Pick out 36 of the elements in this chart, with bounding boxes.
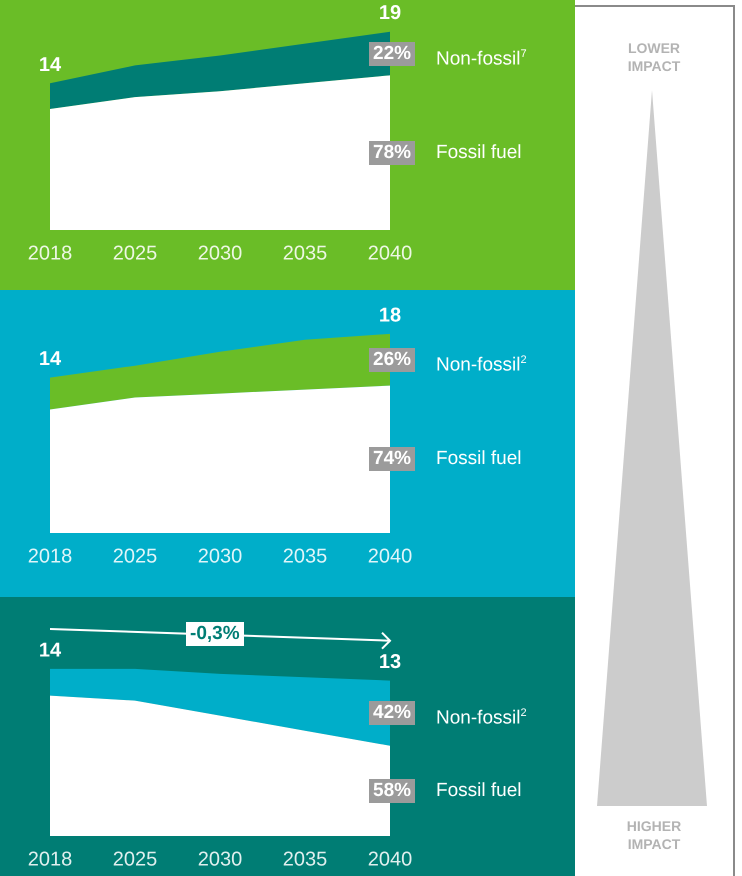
annotation: 74% <box>369 447 416 472</box>
annotation: 19 <box>378 2 402 24</box>
x-tick-label: 2025 <box>112 546 158 568</box>
x-tick-label: 2040 <box>368 546 412 568</box>
annotation: 18 <box>378 304 402 326</box>
x-tick-label: 2030 <box>198 242 242 265</box>
annotation: 26% <box>369 348 416 372</box>
text: -0,3% <box>186 622 244 646</box>
annotation: 78% <box>369 140 416 165</box>
annotation: 13 <box>378 651 402 674</box>
x-tick-label: 2018 <box>28 546 72 568</box>
x-tick-label: 2030 <box>198 848 242 871</box>
text: Non-fossil$^{2}$ <box>436 352 527 376</box>
annotation: 14 <box>38 348 62 370</box>
annotation: 22% <box>369 42 416 66</box>
text: Non-fossil$^{7}$ <box>436 46 527 70</box>
x-tick-label: 2025 <box>112 242 158 265</box>
x-tick-label: 2035 <box>282 546 328 568</box>
text: Fossil fuel <box>436 780 522 802</box>
annotation: 42% <box>369 701 416 726</box>
x-tick-label: 2025 <box>112 848 158 871</box>
x-tick-label: 2035 <box>282 242 328 265</box>
text: Fossil fuel <box>436 142 522 164</box>
x-tick-label: 2030 <box>198 546 242 568</box>
x-tick-label: 2035 <box>282 848 328 871</box>
text: HIGHER IMPACT <box>626 817 682 853</box>
text: Fossil fuel <box>436 448 522 470</box>
x-tick-label: 2040 <box>368 242 412 265</box>
text: LOWER IMPACT <box>626 39 682 75</box>
annotation: 58% <box>369 778 416 803</box>
x-tick-label: 2040 <box>368 848 412 871</box>
text: Non-fossil$^{2}$ <box>436 706 527 730</box>
x-tick-label: 2018 <box>28 848 72 871</box>
x-tick-label: 2018 <box>28 242 72 265</box>
annotation: 14 <box>38 639 62 662</box>
annotation: 14 <box>38 54 62 76</box>
